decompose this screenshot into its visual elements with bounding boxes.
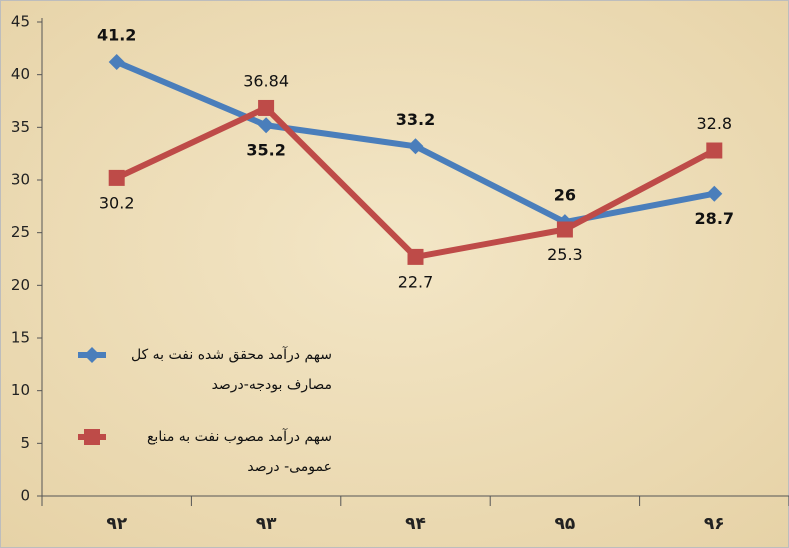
y-tick-label: 45 xyxy=(11,13,30,31)
y-tick-label: 10 xyxy=(11,381,30,399)
data-label: 25.3 xyxy=(547,245,583,264)
legend-label: سهم درآمد مصوب نفت به منابع عمومی- درصد xyxy=(146,429,332,475)
data-label: 30.2 xyxy=(99,193,135,212)
marker xyxy=(556,221,573,238)
y-tick-label: 40 xyxy=(11,65,30,83)
y-tick-label: 30 xyxy=(11,171,30,189)
marker xyxy=(108,54,125,71)
y-tick-label: 25 xyxy=(11,223,30,241)
y-tick-label: 35 xyxy=(11,118,30,136)
x-tick-label: ۹۳ xyxy=(256,514,277,534)
data-label: 33.2 xyxy=(396,110,435,129)
marker xyxy=(84,429,100,445)
x-tick-label: ۹۲ xyxy=(106,514,127,534)
y-tick-label: 20 xyxy=(11,276,30,294)
y-tick-label: 15 xyxy=(11,329,30,347)
data-label: 35.2 xyxy=(246,141,285,160)
marker xyxy=(258,117,275,134)
marker xyxy=(84,347,100,363)
x-tick-label: ۹۶ xyxy=(704,514,725,534)
data-label: 22.7 xyxy=(398,272,434,291)
x-tick-label: ۹۴ xyxy=(405,514,426,534)
legend-label: سهم درآمد محقق شده نفت به کل مصارف بودجه… xyxy=(130,347,332,393)
data-label: 28.7 xyxy=(695,209,734,228)
marker xyxy=(706,142,723,159)
marker xyxy=(706,185,723,202)
marker xyxy=(108,169,125,186)
x-tick-label: ۹۵ xyxy=(555,514,576,534)
data-label: 41.2 xyxy=(97,26,136,45)
marker xyxy=(258,99,275,116)
marker xyxy=(407,138,424,155)
data-label: 32.8 xyxy=(696,114,732,133)
marker xyxy=(407,248,424,265)
data-label: 26 xyxy=(554,186,576,205)
y-tick-label: 0 xyxy=(20,487,30,505)
y-tick-label: 5 xyxy=(20,434,30,452)
data-label: 36.84 xyxy=(243,71,289,90)
